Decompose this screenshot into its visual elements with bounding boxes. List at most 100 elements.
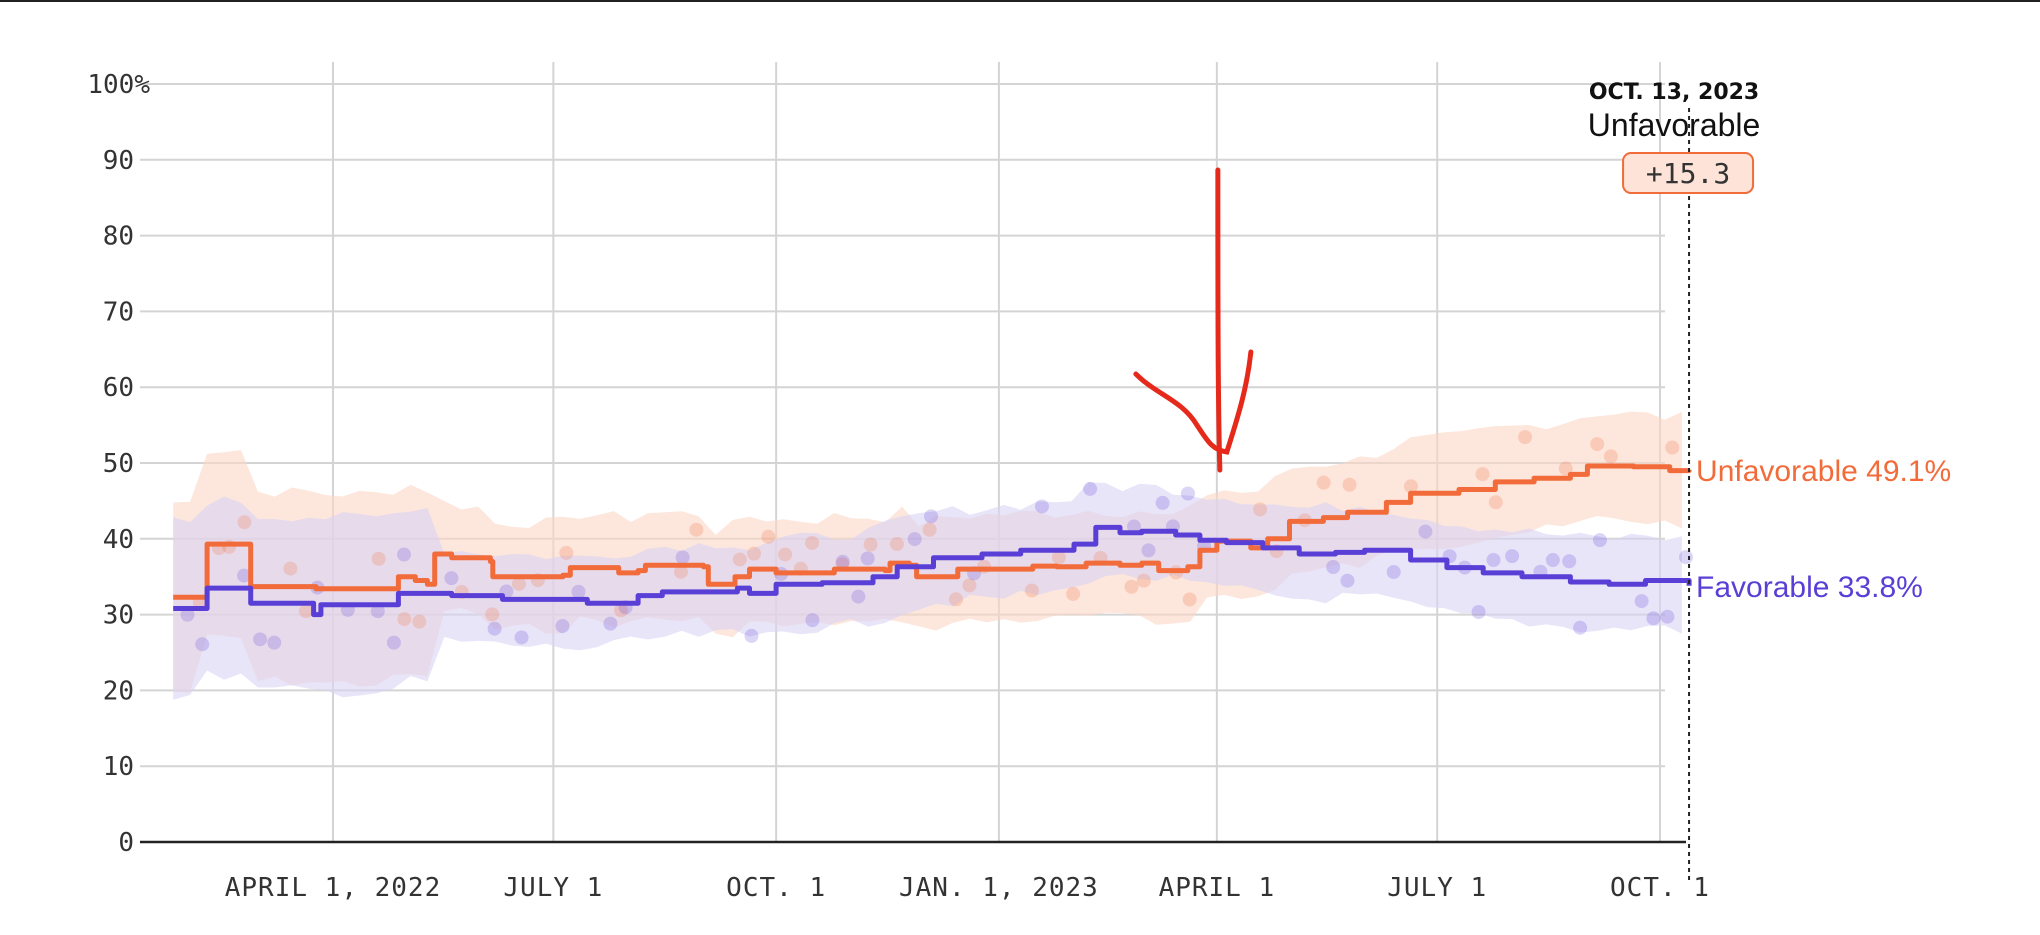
unfavorable-poll-dot	[1253, 502, 1268, 517]
favorable-poll-dot	[835, 554, 850, 569]
favorable-poll-dot	[1486, 553, 1501, 568]
favorable-poll-dot	[1634, 594, 1649, 609]
unfavorable-poll-dot	[805, 535, 820, 550]
unfavorable-poll-dot	[397, 612, 412, 627]
favorable-poll-dot	[1180, 486, 1195, 501]
tooltip[interactable]: OCT. 13, 2023 Unfavorable +15.3	[1588, 80, 1761, 884]
favorable-poll-dot	[907, 532, 922, 547]
favorable-line	[173, 524, 1692, 618]
annotation	[1133, 167, 1254, 473]
favorable-poll-dot	[397, 547, 412, 562]
favorable-poll-dot	[1573, 620, 1588, 635]
x-tick-label: OCT. 1	[1610, 873, 1710, 903]
favorable-poll-dot	[571, 584, 586, 599]
unfavorable-poll-dot	[1403, 479, 1418, 494]
favorable-poll-dot	[1545, 553, 1560, 568]
unfavorable-poll-dot	[673, 564, 688, 579]
unfavorable-poll-dot	[962, 578, 977, 593]
unfavorable-poll-dot	[1665, 440, 1680, 455]
annotation-arrow-head	[1133, 349, 1254, 455]
unfavorable-poll-dot	[761, 529, 776, 544]
tooltip-title: Unfavorable	[1588, 107, 1761, 143]
y-tick-label: 30	[103, 601, 134, 631]
unfavorable-poll-dot	[1066, 586, 1081, 601]
favorable-poll-dot	[370, 604, 385, 619]
unfavorable-poll-dot	[732, 552, 747, 567]
favorable-poll-dot	[1471, 604, 1486, 619]
favorable-poll-dot	[1418, 524, 1433, 539]
unfavorable-poll-dot	[1488, 495, 1503, 510]
favorable-poll-dot	[675, 550, 690, 565]
top-border	[0, 0, 2040, 2]
unfavorable-poll-dot	[283, 561, 298, 576]
favorable-poll-dot	[444, 571, 459, 586]
favorable-poll-dot	[860, 551, 875, 566]
unfavorable-poll-dot	[778, 547, 793, 562]
favorable-band	[173, 482, 1682, 700]
unfavorable-poll-dot	[1182, 592, 1197, 607]
unfavorable-poll-dot	[922, 522, 937, 537]
favorable-poll-dot	[487, 621, 502, 636]
y-tick-label: 80	[103, 222, 134, 252]
unfavorable-poll-dot	[1316, 475, 1331, 490]
favorable-poll-dot	[851, 589, 866, 604]
favorable-poll-dot	[386, 635, 401, 650]
favorable-end-label: Favorable 33.8%	[1696, 571, 1923, 604]
favorable-poll-dot	[1155, 495, 1170, 510]
y-tick-label: 50	[103, 449, 134, 479]
favorable-poll-dot	[195, 637, 210, 652]
favorable-poll-dot	[1505, 549, 1520, 564]
series-lines	[173, 463, 1692, 618]
x-tick-label: JULY 1	[503, 873, 603, 903]
y-tick-label: 40	[103, 525, 134, 555]
unfavorable-line	[173, 463, 1692, 600]
favorable-poll-dot	[237, 568, 252, 583]
unfavorable-poll-dot	[371, 551, 386, 566]
unfavorable-poll-dot	[948, 592, 963, 607]
unfavorable-poll-dot	[1342, 477, 1357, 492]
x-tick-label: OCT. 1	[726, 873, 826, 903]
unfavorable-poll-dot	[1518, 430, 1533, 445]
unfavorable-poll-dot	[412, 614, 427, 629]
unfavorable-poll-dot	[298, 604, 313, 619]
tooltip-value-box	[1622, 152, 1755, 194]
favorable-poll-dot	[744, 628, 759, 643]
end-labels: Unfavorable 49.1% Favorable 33.8%	[1696, 455, 1951, 604]
favorable-poll-dot	[1126, 519, 1141, 534]
unfavorable-poll-dot	[1603, 449, 1618, 464]
favorable-poll-dot	[1326, 560, 1341, 575]
axes: 100% 90 80 70 60 50 40 30 20 10 0 APRIL 1, 2022 JULY…	[87, 70, 1710, 903]
favorable-poll-dot	[1592, 533, 1607, 548]
unfavorable-poll-dot	[1590, 437, 1605, 452]
unfavorable-poll-dot	[1475, 467, 1490, 482]
favorable-poll-dot	[1386, 565, 1401, 580]
y-tick-label: 10	[103, 752, 134, 782]
favorable-poll-dot	[514, 630, 529, 645]
unfavorable-poll-dot	[747, 546, 762, 561]
favorable-poll-dot	[1083, 481, 1098, 496]
unfavorable-poll-dot	[1558, 461, 1573, 476]
favorable-poll-dot	[1034, 499, 1049, 514]
y-tick-label: 20	[103, 676, 134, 706]
unfavorable-poll-dot	[1024, 583, 1039, 598]
favorable-poll-dot	[1562, 554, 1577, 569]
x-tick-label: APRIL 1, 2022	[225, 873, 442, 903]
y-tick-label: 100%	[87, 70, 150, 100]
unfavorable-end-label: Unfavorable 49.1%	[1696, 455, 1951, 488]
favorable-poll-dot	[805, 613, 820, 628]
favorable-poll-dot	[1646, 611, 1661, 626]
unfavorable-poll-dot	[485, 607, 500, 622]
tooltip-date: OCT. 13, 2023	[1589, 80, 1759, 105]
annotation-arrow-shaft	[1215, 167, 1223, 473]
unfavorable-poll-dot	[237, 515, 252, 530]
favorable-poll-dot	[253, 632, 268, 647]
unfavorable-poll-dot	[613, 603, 628, 618]
y-tick-label: 0	[118, 828, 134, 858]
unfavorable-poll-dot	[1124, 579, 1139, 594]
y-tick-label: 60	[103, 373, 134, 403]
grid	[140, 62, 1665, 842]
unfavorable-poll-dot	[1051, 550, 1066, 565]
favorable-poll-dot	[1340, 573, 1355, 588]
